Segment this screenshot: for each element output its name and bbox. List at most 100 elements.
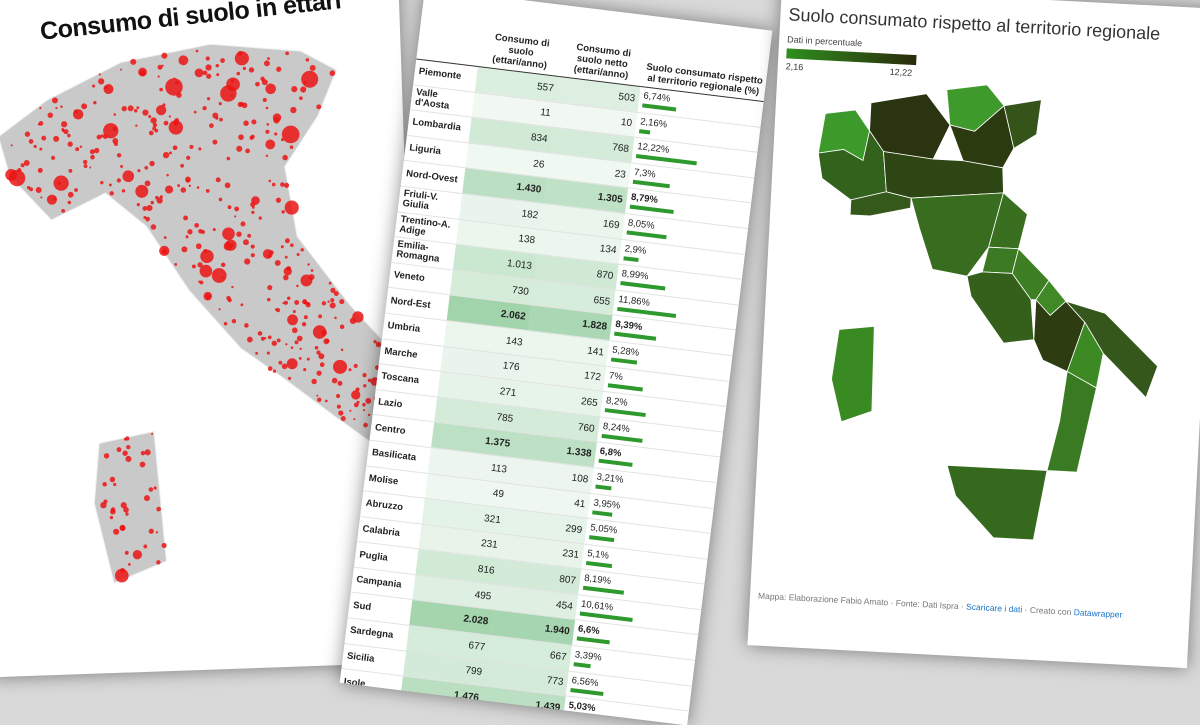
red-dot (89, 166, 92, 169)
red-dot (225, 239, 237, 251)
red-dot (240, 221, 246, 227)
red-dot (296, 284, 299, 288)
red-dot (209, 123, 214, 128)
red-dot (110, 507, 116, 512)
red-dot (38, 121, 44, 126)
red-dot (265, 106, 269, 110)
red-dot (103, 123, 119, 139)
red-dot (274, 132, 278, 136)
red-dot (300, 248, 304, 252)
red-dot (330, 287, 336, 293)
red-dot (309, 65, 316, 71)
red-dot (94, 147, 100, 154)
red-dot (283, 274, 289, 281)
red-dot (198, 229, 203, 234)
red-dot (243, 120, 249, 126)
red-dot (340, 348, 344, 352)
region-name: Italia (339, 694, 400, 725)
red-dot (124, 550, 129, 555)
red-dot (237, 51, 243, 56)
red-dot (321, 329, 327, 336)
red-dot (367, 378, 372, 383)
red-dot (53, 135, 60, 142)
red-dot (23, 160, 30, 166)
red-dot (115, 568, 129, 583)
red-dot (353, 363, 358, 369)
red-dot (154, 128, 159, 133)
red-dot (353, 418, 356, 421)
red-dot (116, 153, 122, 158)
red-dot (113, 528, 120, 535)
red-dot (236, 145, 243, 152)
red-dot (109, 515, 114, 520)
red-dot (46, 194, 57, 205)
red-dot (220, 262, 226, 268)
red-dot (308, 274, 315, 281)
red-dot (231, 318, 237, 324)
red-dot (278, 360, 283, 365)
red-dot (265, 139, 276, 150)
red-dot (194, 223, 200, 228)
red-dot (102, 481, 107, 487)
red-dot (161, 248, 168, 255)
red-dot (103, 453, 110, 459)
red-dot (251, 119, 257, 125)
red-dot (303, 368, 307, 372)
red-dot (349, 317, 357, 324)
tool-link[interactable]: Datawrapper (1073, 607, 1123, 620)
red-dot (150, 200, 154, 205)
red-dot (178, 55, 189, 66)
red-dot (215, 177, 221, 183)
red-dot (265, 129, 270, 134)
red-dot (206, 97, 211, 101)
red-dot (168, 115, 172, 118)
red-dot (284, 200, 299, 215)
red-dot (67, 200, 71, 205)
red-dot (148, 130, 154, 136)
red-dot (152, 122, 158, 128)
red-dot (61, 121, 68, 128)
red-dot (135, 184, 149, 198)
red-dot (234, 215, 237, 218)
red-dot (89, 149, 95, 155)
red-dot (334, 316, 337, 320)
pct-bar (595, 484, 612, 491)
red-dot (109, 191, 114, 196)
red-dot (306, 357, 310, 361)
red-dot (165, 185, 174, 194)
region (966, 271, 1035, 344)
red-dot (113, 113, 117, 116)
red-dot (142, 206, 148, 211)
download-link[interactable]: Scaricare i dati (965, 601, 1023, 615)
red-dot (299, 347, 302, 350)
pct-bar (592, 509, 613, 517)
red-dot (311, 378, 317, 385)
red-dot (223, 321, 228, 326)
red-dot (125, 455, 132, 462)
red-dot (329, 302, 336, 309)
red-dot (267, 285, 273, 291)
red-dot (100, 502, 107, 509)
red-dot (180, 187, 187, 193)
red-dot (41, 135, 47, 141)
red-dot (146, 204, 153, 212)
regions (817, 84, 1159, 541)
red-dot (121, 105, 127, 112)
red-dot (246, 336, 253, 343)
red-dot (284, 255, 288, 259)
red-dot (168, 151, 172, 155)
red-dot (55, 106, 58, 110)
red-dot (51, 155, 56, 160)
red-dot (318, 314, 323, 319)
data-table: Consumo di suolo (ettari/anno) Consumo di… (339, 0, 773, 725)
region (946, 464, 1048, 541)
red-dot (265, 83, 276, 95)
red-dot (267, 57, 270, 60)
red-dot (301, 322, 307, 327)
red-dot (267, 335, 272, 340)
red-dot (251, 210, 255, 215)
red-dot (202, 106, 207, 111)
red-dot (333, 359, 348, 374)
red-dot (273, 117, 280, 124)
red-dot (136, 106, 140, 110)
